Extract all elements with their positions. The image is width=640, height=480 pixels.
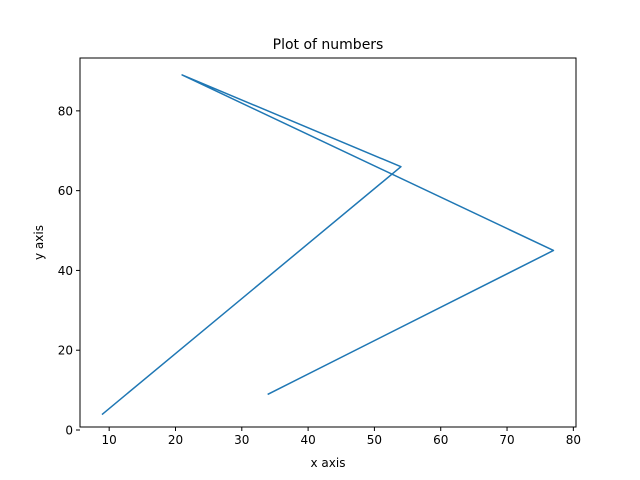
x-axis-ticks: 10 20 30 40 50 60 70 80 — [102, 427, 581, 447]
y-tick-label: 40 — [58, 264, 73, 278]
x-tick-label: 80 — [566, 433, 581, 447]
y-tick-label: 0 — [65, 423, 73, 437]
plot-area — [80, 58, 576, 427]
axes-frame — [79, 57, 577, 428]
x-tick-label: 70 — [499, 433, 514, 447]
x-tick-label: 10 — [102, 433, 117, 447]
x-tick-label: 50 — [367, 433, 382, 447]
x-tick-label: 40 — [300, 433, 315, 447]
y-axis-ticks: 0 20 40 60 80 — [58, 104, 80, 437]
y-tick-label: 20 — [58, 344, 73, 358]
series-layer — [101, 74, 555, 416]
y-tick-label: 80 — [58, 104, 73, 118]
chart-title: Plot of numbers — [273, 37, 384, 53]
x-tick-label: 30 — [234, 433, 249, 447]
x-tick-label: 60 — [433, 433, 448, 447]
x-tick-label: 20 — [168, 433, 183, 447]
x-axis-label: x axis — [311, 456, 346, 470]
series-line-0 — [101, 74, 555, 416]
y-axis-label: y axis — [32, 225, 46, 260]
y-tick-label: 60 — [58, 184, 73, 198]
